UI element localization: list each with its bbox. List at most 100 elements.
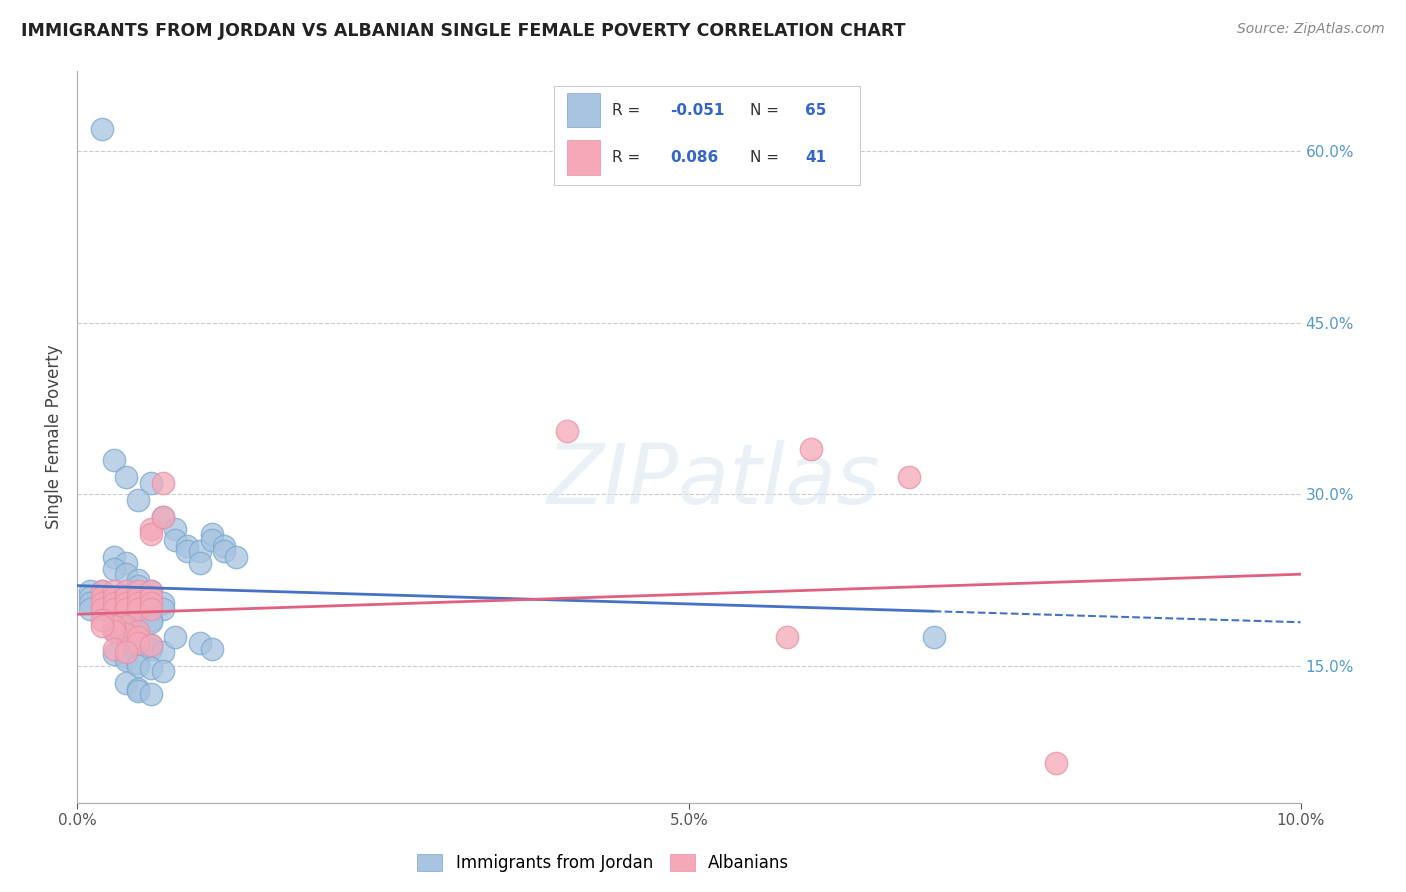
Point xyxy=(152,475,174,490)
Text: ZIPatlas: ZIPatlas xyxy=(547,441,880,522)
Point xyxy=(115,584,138,599)
Point xyxy=(128,607,150,622)
Point xyxy=(115,622,138,636)
Point xyxy=(90,590,112,604)
Point xyxy=(176,539,198,553)
Point xyxy=(115,618,138,632)
Point xyxy=(115,596,138,610)
Point xyxy=(115,604,138,618)
Point xyxy=(128,601,150,615)
Point xyxy=(212,539,235,553)
Point xyxy=(776,630,799,644)
Y-axis label: Single Female Poverty: Single Female Poverty xyxy=(45,345,63,529)
Point xyxy=(800,442,823,456)
Point xyxy=(188,636,211,650)
Point xyxy=(128,630,150,644)
Point xyxy=(139,590,162,604)
Point xyxy=(128,683,150,698)
Point xyxy=(165,533,187,547)
Point xyxy=(103,618,125,632)
Point xyxy=(103,584,125,599)
Point xyxy=(139,584,162,599)
Point xyxy=(103,596,125,610)
Point xyxy=(128,630,150,644)
Point xyxy=(225,550,247,565)
Point xyxy=(115,567,138,582)
Point xyxy=(115,675,138,690)
Point xyxy=(152,601,174,615)
Point xyxy=(188,556,211,570)
Point xyxy=(139,687,162,701)
Point xyxy=(115,556,138,570)
Point xyxy=(139,475,162,490)
Point xyxy=(128,596,150,610)
Point xyxy=(152,645,174,659)
Point xyxy=(79,601,101,615)
Point xyxy=(128,573,150,587)
Point xyxy=(128,658,150,673)
Point xyxy=(90,618,112,632)
Point xyxy=(139,596,162,610)
Point xyxy=(115,649,138,664)
Point xyxy=(90,584,112,599)
Point xyxy=(165,630,187,644)
Point xyxy=(103,550,125,565)
Point xyxy=(139,601,162,615)
Point xyxy=(139,638,162,652)
Point xyxy=(79,596,101,610)
Point xyxy=(139,521,162,535)
Point xyxy=(90,613,112,627)
Point xyxy=(139,661,162,675)
Point xyxy=(90,121,112,136)
Point xyxy=(139,615,162,630)
Point xyxy=(115,590,138,604)
Point xyxy=(103,453,125,467)
Point xyxy=(103,561,125,575)
Point xyxy=(128,636,150,650)
Point xyxy=(79,584,101,599)
Text: IMMIGRANTS FROM JORDAN VS ALBANIAN SINGLE FEMALE POVERTY CORRELATION CHART: IMMIGRANTS FROM JORDAN VS ALBANIAN SINGL… xyxy=(21,22,905,40)
Point xyxy=(128,590,150,604)
Point xyxy=(1045,756,1067,770)
Point xyxy=(139,638,162,652)
Point xyxy=(212,544,235,558)
Point xyxy=(103,618,125,632)
Point xyxy=(103,601,125,615)
Point xyxy=(176,544,198,558)
Point xyxy=(115,626,138,640)
Point xyxy=(115,653,138,667)
Point xyxy=(103,647,125,661)
Point xyxy=(128,636,150,650)
Point xyxy=(103,624,125,639)
Point xyxy=(555,425,578,439)
Point xyxy=(898,470,921,484)
Point xyxy=(201,641,224,656)
Point xyxy=(139,641,162,656)
Point xyxy=(115,601,138,615)
Point xyxy=(152,510,174,524)
Point xyxy=(152,596,174,610)
Point xyxy=(115,470,138,484)
Point xyxy=(201,527,224,541)
Point xyxy=(128,584,150,599)
Point xyxy=(188,544,211,558)
Text: Source: ZipAtlas.com: Source: ZipAtlas.com xyxy=(1237,22,1385,37)
Point xyxy=(90,601,112,615)
Point xyxy=(922,630,945,644)
Point xyxy=(128,492,150,507)
Point xyxy=(103,601,125,615)
Point xyxy=(90,596,112,610)
Point xyxy=(115,626,138,640)
Point xyxy=(128,579,150,593)
Point xyxy=(139,584,162,599)
Point xyxy=(201,533,224,547)
Point xyxy=(90,596,112,610)
Legend: Immigrants from Jordan, Albanians: Immigrants from Jordan, Albanians xyxy=(411,847,796,879)
Point xyxy=(103,590,125,604)
Point xyxy=(90,601,112,615)
Point xyxy=(128,610,150,624)
Point xyxy=(103,641,125,656)
Point xyxy=(79,590,101,604)
Point xyxy=(128,657,150,671)
Point xyxy=(139,590,162,604)
